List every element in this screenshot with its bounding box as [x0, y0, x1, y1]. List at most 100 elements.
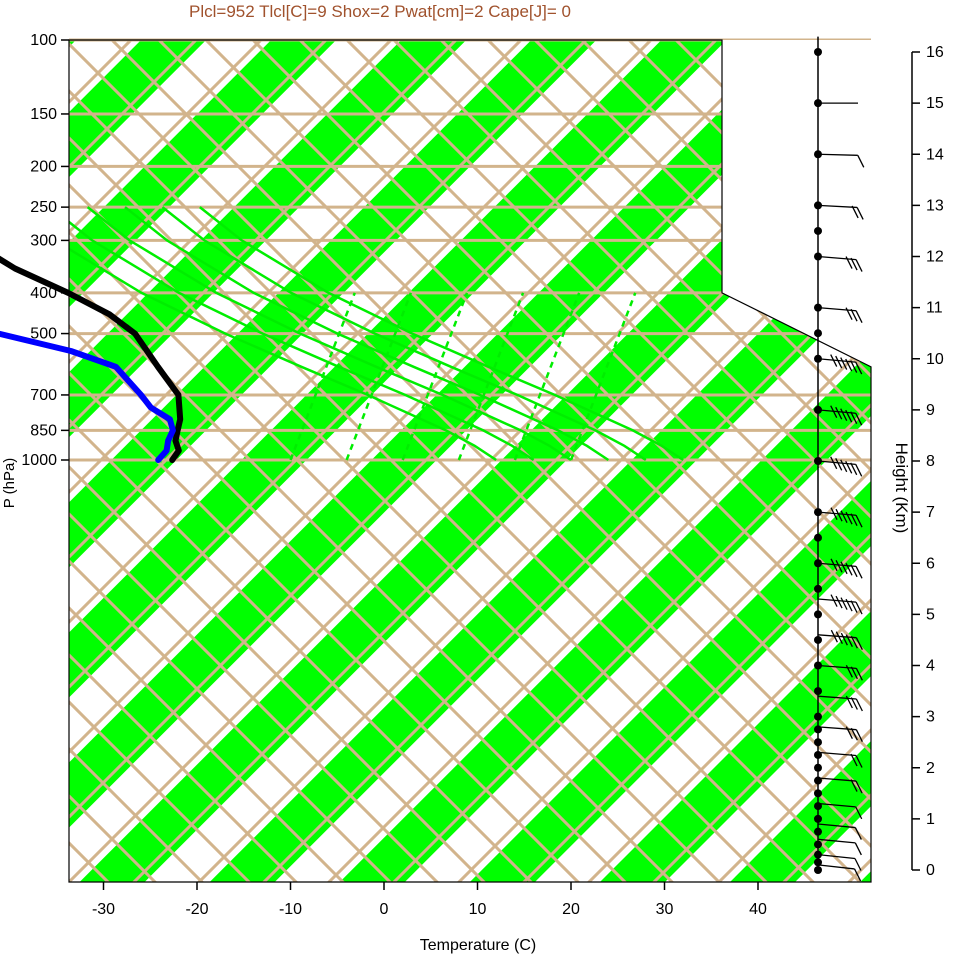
x-tick-label: 0 — [380, 901, 389, 918]
height-tick-label: 12 — [926, 249, 944, 266]
wind-barb-feather — [850, 753, 858, 767]
height-tick-label: 10 — [926, 351, 944, 368]
dry-adiabat — [109, 40, 871, 802]
p-tick-label: 500 — [30, 326, 57, 343]
height-tick-label: 9 — [926, 402, 935, 419]
height-axis-label: Height (Km) — [892, 443, 911, 534]
wind-barb-feather — [830, 354, 838, 367]
isotherm-band — [69, 40, 207, 178]
wind-barb-feather — [835, 458, 843, 471]
wind-barb-feather — [856, 207, 864, 220]
height-profile-dot — [814, 584, 822, 593]
wind-barb-feather — [855, 698, 863, 712]
wind-barb-feather — [855, 729, 863, 742]
isotherm-line — [326, 337, 871, 882]
height-profile-dot — [814, 738, 822, 747]
wind-barb-feather — [845, 726, 853, 739]
x-tick-label: 10 — [469, 901, 487, 918]
dry-adiabat — [532, 40, 871, 379]
dry-adiabat — [69, 746, 205, 882]
wind-barb — [817, 409, 856, 414]
p-tick-label: 100 — [30, 32, 57, 49]
height-profile-dot — [814, 533, 822, 542]
wind-barb-feather — [835, 595, 843, 609]
wind-barb — [817, 864, 855, 870]
dry-adiabat — [69, 558, 393, 882]
height-tick-label: 1 — [926, 811, 935, 828]
wind-barb-feather — [850, 308, 858, 322]
isotherm-line — [391, 402, 871, 882]
dry-adiabat — [297, 40, 871, 614]
height-profile-dot — [814, 789, 822, 798]
isotherm-band — [69, 40, 597, 568]
dry-adiabat — [69, 276, 675, 882]
isotherm-line — [69, 40, 459, 430]
mixing-ratio-line — [457, 292, 525, 461]
wind-barb-feather — [855, 806, 863, 820]
height-profile-dot — [814, 687, 822, 696]
height-profile-dot — [814, 866, 822, 874]
isotherm-band — [69, 40, 857, 828]
wind-barb-feather — [850, 600, 858, 613]
isotherm-line — [456, 467, 871, 882]
wind-barb — [817, 777, 857, 782]
height-tick-label: 3 — [926, 709, 935, 726]
isotherm-band — [599, 610, 871, 882]
wind-barb-feather — [835, 406, 843, 420]
wind-barb-feather — [850, 635, 858, 649]
wind-barb-feather — [854, 842, 862, 856]
height-profile-dot — [814, 610, 822, 619]
axis-layer: -30 -20 -10 0 10 20 30 401001502002503004005007… — [21, 32, 943, 918]
isotherm-line — [69, 40, 199, 170]
p-tick-label: 850 — [30, 422, 57, 439]
wind-barb-feather — [855, 780, 863, 794]
isotherm-line — [69, 40, 524, 495]
wind-barb — [817, 562, 857, 567]
wind-profile-layer — [814, 36, 865, 882]
wind-barb-feather — [830, 558, 838, 572]
isotherm-line — [196, 207, 871, 882]
dry-adiabat — [438, 40, 871, 473]
wind-barb-feather — [835, 508, 843, 522]
wind-barb-feather — [830, 629, 838, 643]
wind-barb-feather — [854, 858, 862, 871]
wind-barb-feather — [830, 594, 838, 607]
plot-mask — [722, 40, 871, 367]
wind-barb — [817, 751, 857, 757]
dry-adiabat — [69, 323, 628, 882]
mixing-ratio-line — [513, 292, 581, 461]
dry-adiabat — [391, 40, 871, 520]
isotherm-band — [860, 871, 871, 882]
wind-barb-feather — [850, 257, 858, 271]
x-tick-label: 20 — [562, 901, 580, 918]
dry-adiabat — [250, 40, 871, 661]
moist-adiabat-layer — [69, 206, 684, 462]
wind-barb — [817, 511, 857, 516]
p-tick-label: 300 — [30, 232, 57, 249]
isotherm-band — [79, 90, 871, 882]
wind-barb — [817, 255, 857, 261]
wind-barb-feather — [845, 563, 853, 576]
height-tick-label: 13 — [926, 197, 944, 214]
x-axis-label: Temperature (C) — [420, 937, 536, 954]
wind-barb — [817, 726, 857, 731]
moist-adiabat — [69, 220, 535, 462]
isotherm-line — [69, 40, 784, 755]
moist-adiabat — [124, 206, 610, 462]
height-profile-dot — [814, 858, 822, 867]
height-tick-label: 16 — [926, 44, 944, 61]
temperature-trace — [0, 255, 184, 463]
wind-barb-feather — [845, 256, 853, 269]
wind-barb-feather — [854, 827, 862, 840]
dry-adiabat — [69, 229, 722, 882]
p-tick-label: 200 — [30, 158, 57, 175]
wind-barb-feather — [830, 507, 838, 521]
wind-barb-feather — [850, 462, 858, 476]
wind-barb-feather — [857, 155, 865, 168]
dry-adiabat — [69, 417, 534, 882]
wind-barb-feather — [850, 513, 858, 527]
height-tick-label: 0 — [926, 862, 935, 879]
isotherm-line — [651, 662, 871, 882]
wind-barb-feather — [835, 355, 843, 369]
